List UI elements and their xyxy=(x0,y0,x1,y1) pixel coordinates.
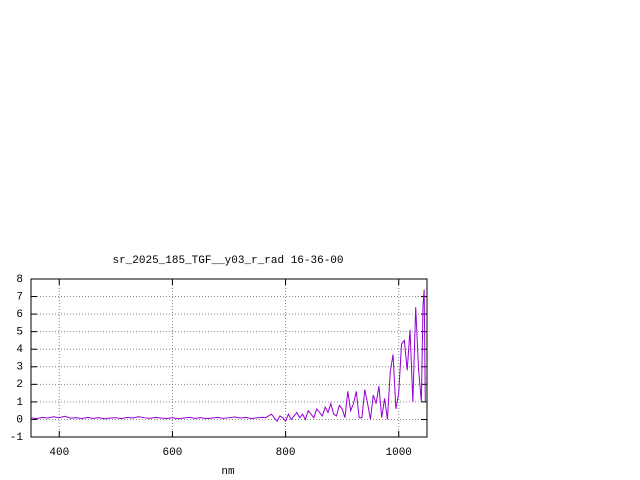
x-tick-label: 800 xyxy=(276,447,296,459)
y-tick-label: 5 xyxy=(16,327,23,339)
x-tick-label: 600 xyxy=(163,447,183,459)
x-tick-label: 400 xyxy=(49,447,69,459)
y-tick-label: 6 xyxy=(16,309,23,321)
data-line xyxy=(30,289,426,423)
plot-border xyxy=(30,278,428,438)
y-tick-label: 3 xyxy=(16,362,23,374)
x-axis-label: nm xyxy=(221,466,235,478)
y-tick-label: 8 xyxy=(16,274,23,286)
y-tick-label: 1 xyxy=(16,397,23,409)
y-tick-label: 0 xyxy=(16,414,23,426)
y-tick-label: 2 xyxy=(16,379,23,391)
y-tick-label: 4 xyxy=(16,344,23,356)
chart-title: sr_2025_185_TGF__y03_r_rad 16-36-00 xyxy=(112,255,343,267)
y-tick-label: -1 xyxy=(10,432,24,444)
x-tick-label: 1000 xyxy=(386,447,412,459)
y-tick-label: 7 xyxy=(16,291,23,303)
